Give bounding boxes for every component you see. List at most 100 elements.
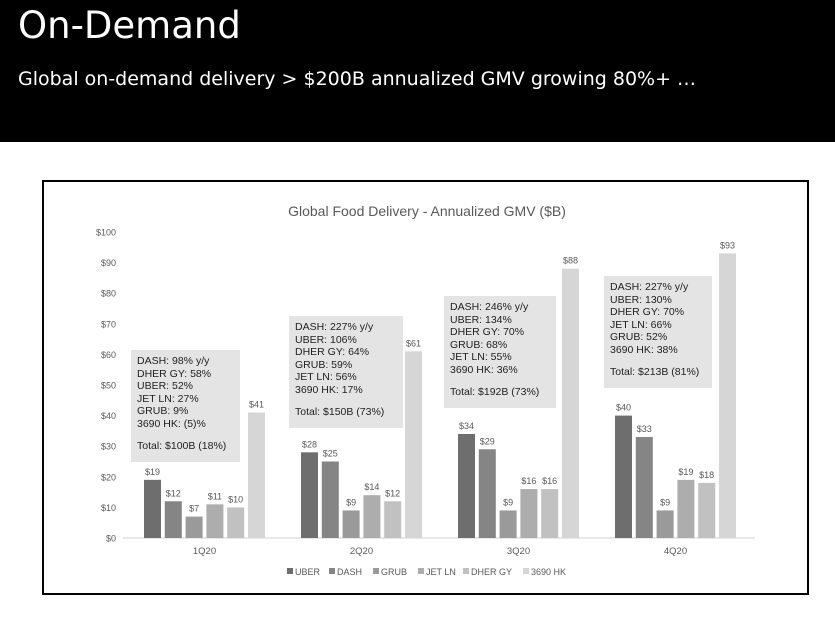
data-label: $7 (189, 504, 199, 514)
annotation-line: UBER: 106% (295, 333, 357, 346)
data-label: $11 (208, 491, 222, 501)
annotation-line: JET LN: 55% (450, 351, 512, 363)
legend-swatch (287, 568, 293, 574)
data-label: $41 (249, 400, 264, 410)
annotation-line: GRUB: 59% (295, 358, 353, 371)
bar-dher-gy-1q20 (227, 507, 245, 538)
bar-dher-gy-2q20 (384, 501, 402, 538)
annotation-box-2q20: DASH: 227% y/y UBER: 106% DHER GY: 64% GRUB… (289, 316, 403, 428)
annotation-line: 3690 HK: 36% (450, 363, 518, 376)
annotation-total: Total: $100B (18%) (137, 440, 227, 452)
data-label: $29 (480, 436, 495, 446)
annotation-line: DHER GY: 70% (450, 326, 525, 338)
bar-jet-ln-2q20 (363, 495, 381, 538)
data-label: $19 (145, 467, 160, 477)
annotation-line: UBER: 130% (610, 293, 672, 306)
bar-grub-4q20 (656, 510, 674, 538)
data-label: $12 (166, 488, 181, 498)
data-label: $28 (302, 439, 317, 449)
annotation-line: DASH: 98% y/y (137, 355, 210, 367)
annotation-line: DHER GY: 70% (610, 306, 685, 318)
bar-jet-ln-4q20 (677, 479, 695, 538)
bar-dash-3q20 (478, 449, 496, 538)
y-tick-label: $20 (101, 472, 116, 482)
bar-3690-hk-3q20 (562, 268, 579, 538)
bar-3690-hk-1q20 (248, 412, 265, 538)
y-tick-label: $0 (106, 534, 116, 544)
data-label: $18 (699, 470, 714, 480)
bar-uber-4q20 (615, 415, 632, 538)
page-subtitle: Global on-demand delivery > $200B annual… (18, 68, 697, 90)
data-label: $19 (678, 467, 693, 477)
bar-dash-1q20 (164, 501, 182, 538)
data-label: $16 (542, 476, 557, 486)
annotation-line: DASH: 227% y/y (610, 281, 689, 293)
legend-label: DHER GY (471, 567, 512, 577)
data-label: $93 (720, 240, 735, 250)
annotation-line: GRUB: 68% (450, 338, 508, 351)
legend-swatch (463, 568, 469, 574)
annotation-line: GRUB: 52% (610, 331, 668, 343)
legend-label: DASH (337, 567, 362, 577)
y-tick-label: $80 (101, 289, 116, 299)
data-label: $88 (563, 256, 578, 266)
annotation-line: JET LN: 56% (295, 371, 357, 383)
data-label: $33 (637, 424, 652, 434)
y-tick-label: $50 (101, 381, 116, 391)
y-tick-label: $100 (96, 228, 116, 238)
bar-dash-4q20 (635, 437, 653, 538)
chart-title: Global Food Delivery - Annualized GMV ($… (288, 203, 566, 219)
annotation-line: GRUB: 9% (137, 405, 189, 417)
annotation-total: Total: $150B (73%) (295, 406, 385, 418)
annotation-line: 3690 HK: (5)% (137, 417, 206, 430)
annotation-line: JET LN: 66% (610, 318, 672, 331)
annotation-total: Total: $213B (81%) (610, 366, 700, 378)
page-title: On-Demand (18, 4, 241, 47)
annotation-box-4q20: DASH: 227% y/y UBER: 130% DHER GY: 70% JET … (604, 276, 712, 388)
y-tick-label: $60 (101, 350, 116, 360)
legend-label: JET LN (426, 567, 456, 577)
bar-dher-gy-4q20 (698, 482, 716, 538)
x-tick-label: 1Q20 (193, 546, 216, 557)
legend-swatch (418, 568, 424, 574)
header-banner: On-Demand Global on-demand delivery > $2… (0, 0, 835, 142)
data-label: $40 (616, 403, 631, 413)
bar-grub-2q20 (342, 510, 360, 538)
data-label: $34 (459, 421, 474, 431)
legend-swatch (373, 568, 379, 574)
bar-uber-2q20 (301, 452, 318, 538)
bar-3690-hk-4q20 (719, 253, 736, 539)
bar-uber-1q20 (144, 479, 161, 538)
bar-dash-2q20 (321, 461, 339, 538)
data-label: $12 (385, 488, 400, 498)
data-label: $16 (521, 476, 536, 486)
bar-grub-3q20 (499, 510, 517, 538)
legend-label: 3690 HK (531, 567, 566, 577)
annotation-line: DASH: 246% y/y (450, 301, 529, 313)
annotation-box-3q20: DASH: 246% y/y UBER: 134% DHER GY: 70% GRUB… (444, 296, 556, 408)
x-tick-label: 3Q20 (507, 546, 530, 557)
annotation-line: UBER: 52% (137, 380, 194, 392)
legend-label: GRUB (381, 567, 407, 577)
annotation-line: DHER GY: 58% (137, 367, 212, 380)
legend-swatch (523, 568, 529, 574)
bar-dher-gy-3q20 (541, 489, 559, 538)
y-tick-label: $30 (101, 442, 116, 452)
annotation-box-1q20: DASH: 98% y/y DHER GY: 58% UBER: 52% JET LN… (131, 350, 240, 462)
data-label: $14 (364, 482, 379, 492)
data-label: $9 (660, 497, 670, 507)
x-tick-label: 2Q20 (350, 546, 373, 557)
y-tick-label: $70 (101, 319, 116, 329)
legend-swatch (329, 568, 335, 574)
bar-jet-ln-3q20 (520, 489, 538, 538)
data-label: $10 (228, 494, 243, 504)
annotation-line: JET LN: 27% (137, 392, 199, 405)
y-tick-label: $40 (101, 411, 116, 421)
legend-label: UBER (295, 567, 321, 577)
data-label: $9 (503, 497, 513, 507)
data-label: $25 (323, 449, 338, 459)
bar-uber-3q20 (458, 433, 475, 538)
annotation-line: 3690 HK: 17% (295, 383, 363, 396)
y-tick-label: $90 (101, 258, 116, 268)
